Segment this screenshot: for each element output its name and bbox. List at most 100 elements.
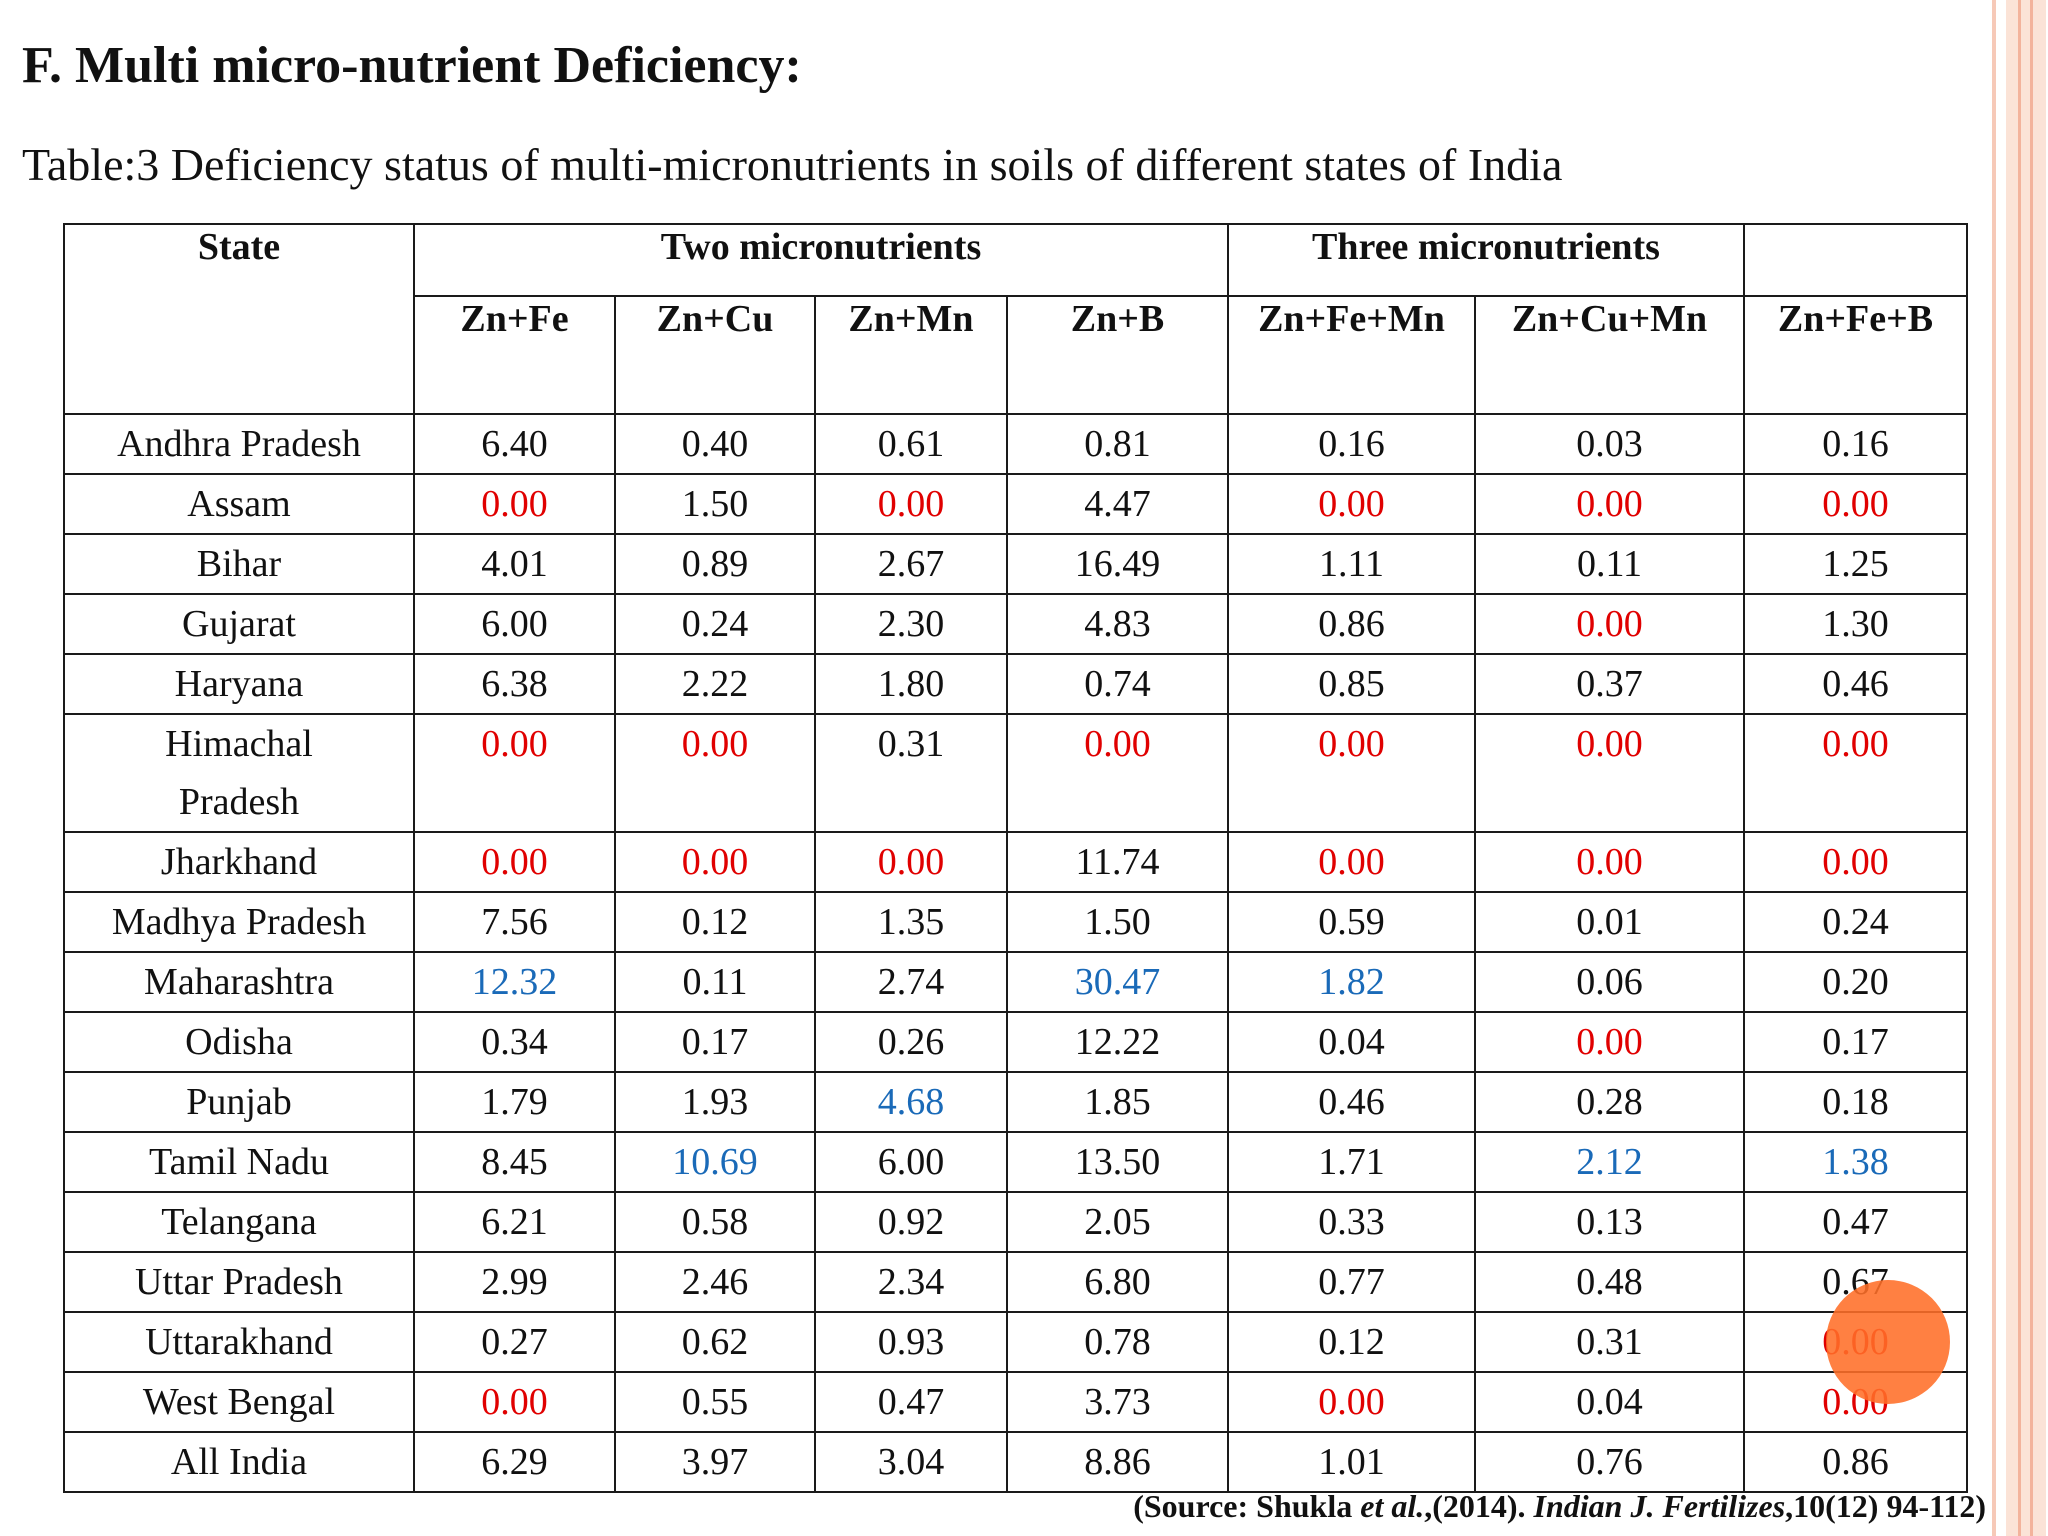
value-cell: 4.68 <box>814 1071 1008 1133</box>
value-cell: 1.01 <box>1227 1431 1476 1493</box>
value-cell: 0.00 <box>814 831 1008 893</box>
value-cell: 2.74 <box>814 951 1008 1013</box>
value-cell: 13.50 <box>1006 1131 1229 1193</box>
state-cell: Uttar Pradesh <box>63 1251 415 1313</box>
value-cell: 2.67 <box>814 533 1008 595</box>
value-cell: 0.62 <box>614 1311 816 1373</box>
state-header: State <box>63 223 415 415</box>
table-row: Telangana 6.21 0.58 0.92 2.05 0.33 0.13 0.47 <box>63 1191 1968 1253</box>
state-cell: Assam <box>63 473 415 535</box>
column-header: Zn+Fe <box>413 295 616 415</box>
value-cell: 0.00 <box>1743 473 1968 535</box>
value-cell: 6.80 <box>1006 1251 1229 1313</box>
source-citation: (Source: Shukla et al.,(2014). Indian J.… <box>1133 1488 1986 1524</box>
table-row: Punjab 1.79 1.93 4.68 1.85 0.46 0.28 0.18 <box>63 1071 1968 1133</box>
value-cell: 0.47 <box>814 1371 1008 1433</box>
value-cell: 0.13 <box>1474 1191 1745 1253</box>
state-cell: Madhya Pradesh <box>63 891 415 953</box>
value-cell: 0.46 <box>1743 653 1968 715</box>
value-cell: 10.69 <box>614 1131 816 1193</box>
value-cell: 0.40 <box>614 413 816 475</box>
border-stripe <box>2018 0 2021 1536</box>
value-cell: 4.47 <box>1006 473 1229 535</box>
value-cell: 0.89 <box>614 533 816 595</box>
value-cell: 0.16 <box>1227 413 1476 475</box>
state-cell: Tamil Nadu <box>63 1131 415 1193</box>
value-cell: 6.00 <box>413 593 616 655</box>
slide-heading: F. Multi micro-nutrient Deficiency: <box>22 37 802 94</box>
value-cell: 0.59 <box>1227 891 1476 953</box>
border-stripe <box>1992 0 1996 1536</box>
column-header: Zn+Fe+Mn <box>1227 295 1476 415</box>
value-cell: 8.86 <box>1006 1431 1229 1493</box>
value-cell: 0.24 <box>1743 891 1968 953</box>
value-cell: 6.00 <box>814 1131 1008 1193</box>
value-cell: 0.00 <box>814 473 1008 535</box>
value-cell: 0.06 <box>1474 951 1745 1013</box>
table-row: Odisha 0.34 0.17 0.26 12.22 0.04 0.00 0.17 <box>63 1011 1968 1073</box>
value-cell: 0.20 <box>1743 951 1968 1013</box>
state-cell: West Bengal <box>63 1371 415 1433</box>
value-cell: 0.24 <box>614 593 816 655</box>
table-row: Uttar Pradesh 2.99 2.46 2.34 6.80 0.77 0.48 0.6… <box>63 1251 1968 1313</box>
value-cell: 0.58 <box>614 1191 816 1253</box>
state-cell: All India <box>63 1431 415 1493</box>
laser-pointer-dot <box>1826 1280 1950 1404</box>
border-stripe <box>2030 0 2033 1536</box>
table-row: Gujarat 6.00 0.24 2.30 4.83 0.86 0.00 1.30 <box>63 593 1968 655</box>
state-cell: Andhra Pradesh <box>63 413 415 475</box>
value-cell: 0.11 <box>614 951 816 1013</box>
value-cell: 0.61 <box>814 413 1008 475</box>
table-row: West Bengal 0.00 0.55 0.47 3.73 0.00 0.04 0.00 <box>63 1371 1968 1433</box>
value-cell: 0.86 <box>1743 1431 1968 1493</box>
value-cell: 6.40 <box>413 413 616 475</box>
value-cell: 0.37 <box>1474 653 1745 715</box>
value-cell: 0.34 <box>413 1011 616 1073</box>
value-cell: 0.86 <box>1227 593 1476 655</box>
empty-header-cell <box>1743 223 1968 297</box>
value-cell: 0.77 <box>1227 1251 1476 1313</box>
table-row: Haryana 6.38 2.22 1.80 0.74 0.85 0.37 0.46 <box>63 653 1968 715</box>
two-micronutrients-header: Two micronutrients <box>413 223 1229 297</box>
value-cell: 0.31 <box>814 713 1008 833</box>
state-cell: Maharashtra <box>63 951 415 1013</box>
value-cell: 0.17 <box>614 1011 816 1073</box>
value-cell: 0.28 <box>1474 1071 1745 1133</box>
deficiency-table: State Two micronutrients Three micronutr… <box>63 223 1968 1493</box>
value-cell: 3.97 <box>614 1431 816 1493</box>
value-cell: 0.76 <box>1474 1431 1745 1493</box>
value-cell: 0.81 <box>1006 413 1229 475</box>
value-cell: 0.47 <box>1743 1191 1968 1253</box>
value-cell: 12.22 <box>1006 1011 1229 1073</box>
value-cell: 7.56 <box>413 891 616 953</box>
value-cell: 0.00 <box>413 1371 616 1433</box>
value-cell: 0.00 <box>1227 713 1476 833</box>
state-name-line: Himachal <box>165 723 313 765</box>
table-row: Himachal Pradesh 0.00 0.00 0.31 0.00 0.00 0.00 0… <box>63 713 1968 833</box>
state-cell: Punjab <box>63 1071 415 1133</box>
value-cell: 2.34 <box>814 1251 1008 1313</box>
value-cell: 1.25 <box>1743 533 1968 595</box>
value-cell: 0.00 <box>1743 713 1968 833</box>
value-cell: 11.74 <box>1006 831 1229 893</box>
value-cell: 1.93 <box>614 1071 816 1133</box>
value-cell: 0.17 <box>1743 1011 1968 1073</box>
value-cell: 0.04 <box>1227 1011 1476 1073</box>
value-cell: 0.12 <box>614 891 816 953</box>
value-cell: 0.03 <box>1474 413 1745 475</box>
value-cell: 0.00 <box>413 713 616 833</box>
value-cell: 0.48 <box>1474 1251 1745 1313</box>
value-cell: 6.38 <box>413 653 616 715</box>
three-micronutrients-header: Three micronutrients <box>1227 223 1745 297</box>
value-cell: 0.00 <box>1743 831 1968 893</box>
value-cell: 0.27 <box>413 1311 616 1373</box>
state-name-line: Pradesh <box>178 781 300 823</box>
state-cell: Haryana <box>63 653 415 715</box>
value-cell: 1.35 <box>814 891 1008 953</box>
value-cell: 2.05 <box>1006 1191 1229 1253</box>
value-cell: 0.78 <box>1006 1311 1229 1373</box>
value-cell: 0.00 <box>1227 831 1476 893</box>
value-cell: 0.00 <box>1474 593 1745 655</box>
value-cell: 0.00 <box>413 831 616 893</box>
